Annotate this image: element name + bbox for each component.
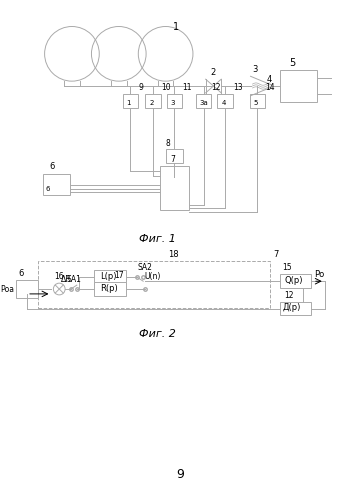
Text: 1: 1 <box>173 22 179 32</box>
Text: 18: 18 <box>168 250 179 259</box>
Bar <box>123 94 138 107</box>
Text: 3: 3 <box>170 100 175 106</box>
Text: 4: 4 <box>266 75 271 84</box>
Text: 3: 3 <box>252 65 258 74</box>
Text: 16: 16 <box>54 272 64 281</box>
Bar <box>167 94 182 107</box>
Bar <box>16 280 38 298</box>
Text: 5: 5 <box>253 100 258 106</box>
Text: 3a: 3a <box>200 100 209 106</box>
Text: Pо: Pо <box>314 270 324 279</box>
Text: L(p): L(p) <box>100 272 117 281</box>
Text: Фиг. 2: Фиг. 2 <box>139 329 176 339</box>
Text: SA1: SA1 <box>66 275 81 284</box>
Text: Д(p): Д(p) <box>283 303 301 312</box>
Text: 17: 17 <box>114 271 124 280</box>
Bar <box>145 94 161 107</box>
Text: 8: 8 <box>166 140 170 149</box>
Text: 4: 4 <box>221 100 226 106</box>
Text: 2: 2 <box>149 100 154 106</box>
Text: 10: 10 <box>161 83 170 92</box>
Bar <box>250 94 265 107</box>
Text: 9: 9 <box>176 468 184 481</box>
Text: 6: 6 <box>18 269 24 278</box>
Text: 12: 12 <box>285 291 294 300</box>
Text: 12: 12 <box>211 83 221 92</box>
Text: ΔR: ΔR <box>61 275 72 284</box>
Text: R(p): R(p) <box>100 284 118 293</box>
Bar <box>38 260 270 307</box>
Bar <box>160 166 189 210</box>
Bar <box>196 94 211 107</box>
Text: 14: 14 <box>265 83 275 92</box>
Text: 6: 6 <box>49 162 55 171</box>
Bar <box>280 274 311 288</box>
Text: 9: 9 <box>138 83 143 92</box>
Bar <box>280 302 311 315</box>
Text: 7: 7 <box>273 250 279 259</box>
Bar <box>217 94 233 107</box>
Bar <box>166 150 183 163</box>
Bar <box>94 282 126 296</box>
Text: 5: 5 <box>289 58 296 68</box>
Text: SA2: SA2 <box>137 263 152 272</box>
Text: 7: 7 <box>170 155 175 164</box>
Text: 11: 11 <box>182 83 192 92</box>
Text: U(n): U(n) <box>144 272 161 281</box>
Text: 15: 15 <box>282 263 291 272</box>
Text: 6: 6 <box>46 187 50 193</box>
Bar <box>280 70 317 102</box>
Bar <box>94 270 126 284</box>
Text: Фиг. 1: Фиг. 1 <box>139 234 176 244</box>
Text: Q(p): Q(p) <box>285 276 303 285</box>
Bar <box>43 174 70 195</box>
Text: 2: 2 <box>210 68 216 77</box>
Text: Pоа: Pоа <box>0 284 14 293</box>
Text: 13: 13 <box>233 83 243 92</box>
Text: 1: 1 <box>127 100 131 106</box>
